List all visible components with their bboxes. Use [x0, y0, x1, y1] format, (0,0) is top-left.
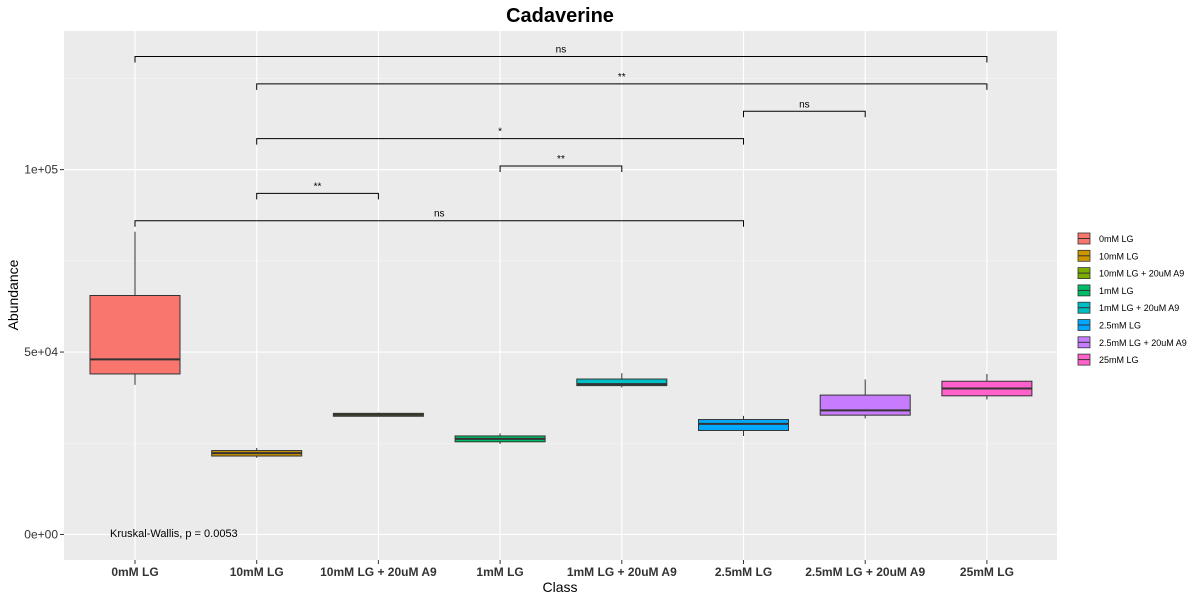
box-6 — [698, 415, 789, 436]
bracket-label: ns — [799, 99, 810, 110]
x-tick-label: 10mM LG — [230, 565, 284, 579]
legend: 0mM LG 10mM LG 10mM LG + 20uM A9 1mM LG 1mM … — [1077, 232, 1187, 366]
bracket-line — [134, 56, 988, 63]
legend-label: 25mM LG — [1099, 355, 1139, 365]
legend-item-2: 10mM LG — [1077, 249, 1139, 262]
bracket-line — [256, 138, 744, 145]
legend-item-8: 25mM LG — [1077, 353, 1139, 366]
box-body — [698, 419, 789, 431]
bracket-line — [256, 83, 988, 90]
bracket-label: ns — [434, 209, 445, 220]
legend-item-4: 1mM LG — [1077, 284, 1134, 297]
box-7 — [819, 379, 911, 419]
box-body — [576, 378, 668, 387]
legend-item-5: 1mM LG + 20uM A9 — [1077, 301, 1179, 314]
comparison-bracket-5: ** — [499, 154, 623, 172]
grid-lines — [64, 31, 1057, 560]
box-body — [89, 295, 181, 375]
significance-brackets: ns**ns*****ns — [134, 45, 988, 227]
bracket-label: ** — [557, 154, 565, 165]
box-5 — [576, 373, 668, 388]
bracket-line — [499, 165, 623, 172]
bracket-line — [256, 192, 379, 200]
legend-item-3: 10mM LG + 20uM A9 — [1077, 267, 1184, 280]
comparison-bracket-4: * — [256, 127, 744, 145]
bracket-line — [134, 220, 744, 227]
x-axis-ticks: 0mM LG 10mM LG 10mM LG + 20uM A9 1mM LG 1mM … — [111, 560, 1014, 579]
legend-item-1: 0mM LG — [1077, 232, 1134, 245]
x-tick-label: 1mM LG — [476, 565, 523, 579]
box-4 — [454, 433, 546, 444]
y-axis-title: Abundance — [5, 259, 21, 330]
box-body — [819, 394, 911, 416]
kruskal-wallis-annotation: Kruskal-Wallis, p = 0.0053 — [110, 528, 238, 540]
x-tick-label: 0mM LG — [111, 565, 158, 579]
comparison-bracket-1: ns — [134, 45, 988, 63]
x-tick-label: 2.5mM LG + 20uM A9 — [805, 565, 925, 579]
legend-label: 2.5mM LG + 20uM A9 — [1099, 338, 1187, 348]
legend-item-6: 2.5mM LG — [1077, 319, 1141, 331]
box-2 — [211, 447, 303, 458]
y-tick-label: 1e+05 — [24, 163, 58, 177]
y-tick-label: 5e+04 — [24, 345, 58, 359]
box-series — [89, 231, 1033, 458]
legend-label: 10mM LG — [1099, 251, 1139, 261]
x-axis-title: Class — [542, 579, 577, 595]
box-8 — [941, 373, 1033, 400]
comparison-bracket-3: ns — [743, 99, 866, 118]
legend-label: 1mM LG — [1099, 286, 1134, 296]
plot-panel — [64, 31, 1057, 560]
box-3 — [332, 412, 424, 417]
x-tick-label: 25mM LG — [960, 565, 1014, 579]
comparison-bracket-7: ns — [134, 209, 744, 227]
bracket-label: ** — [618, 72, 626, 83]
legend-label: 0mM LG — [1099, 234, 1134, 244]
legend-label: 1mM LG + 20uM A9 — [1099, 303, 1179, 313]
bracket-label: ** — [314, 181, 322, 192]
x-tick-label: 2.5mM LG — [715, 565, 772, 579]
chart-title: Cadaverine — [506, 5, 614, 27]
bracket-label: * — [498, 127, 502, 138]
y-axis-ticks: 0e+00 5e+04 1e+05 — [24, 163, 64, 541]
bracket-line — [743, 110, 866, 118]
y-tick-label: 0e+00 — [24, 527, 58, 541]
comparison-bracket-6: ** — [256, 181, 379, 200]
legend-item-7: 2.5mM LG + 20uM A9 — [1077, 336, 1187, 349]
bracket-label: ns — [556, 45, 567, 56]
comparison-bracket-2: ** — [256, 72, 988, 90]
box-1 — [89, 231, 181, 385]
legend-label: 2.5mM LG — [1099, 321, 1141, 331]
x-tick-label: 10mM LG + 20uM A9 — [320, 565, 437, 579]
x-tick-label: 1mM LG + 20uM A9 — [567, 565, 677, 579]
legend-label: 10mM LG + 20uM A9 — [1099, 269, 1184, 279]
